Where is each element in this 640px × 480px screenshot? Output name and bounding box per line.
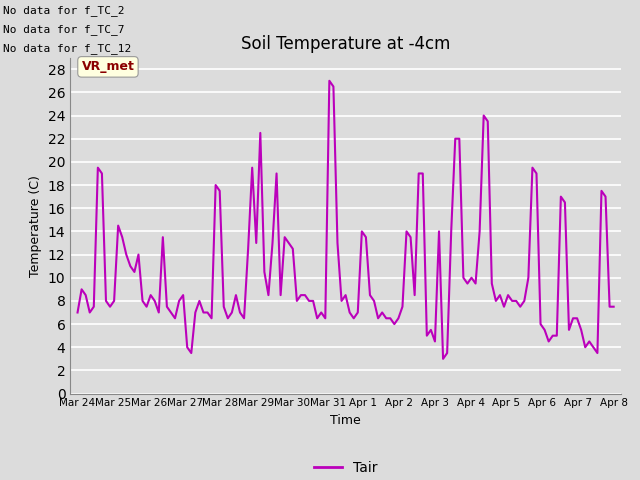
Text: No data for f_TC_12: No data for f_TC_12: [3, 43, 131, 54]
Text: No data for f_TC_2: No data for f_TC_2: [3, 5, 125, 16]
Y-axis label: Temperature (C): Temperature (C): [29, 175, 42, 276]
X-axis label: Time: Time: [330, 414, 361, 427]
Text: VR_met: VR_met: [81, 60, 134, 73]
Title: Soil Temperature at -4cm: Soil Temperature at -4cm: [241, 35, 451, 53]
Legend: Tair: Tair: [308, 456, 383, 480]
Text: No data for f_TC_7: No data for f_TC_7: [3, 24, 125, 35]
